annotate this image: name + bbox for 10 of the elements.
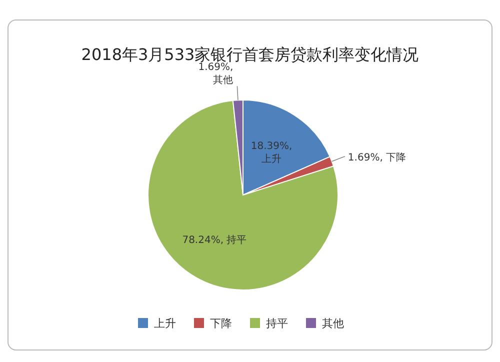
legend-label: 下降 [210, 317, 232, 330]
legend-label: 持平 [266, 317, 288, 330]
chart-title: 2018年3月533家银行首套房贷款利率变化情况 [81, 45, 419, 64]
data-label: 78.24%, 持平 [182, 234, 247, 246]
legend-label: 其他 [322, 317, 344, 330]
pie-slice [148, 100, 338, 290]
legend-label: 上升 [154, 317, 176, 330]
data-label: 1.69%, 下降 [348, 151, 406, 164]
data-label: 18.39%, 上升 [250, 141, 292, 166]
data-label: 1.69%, 其他 [198, 62, 234, 86]
